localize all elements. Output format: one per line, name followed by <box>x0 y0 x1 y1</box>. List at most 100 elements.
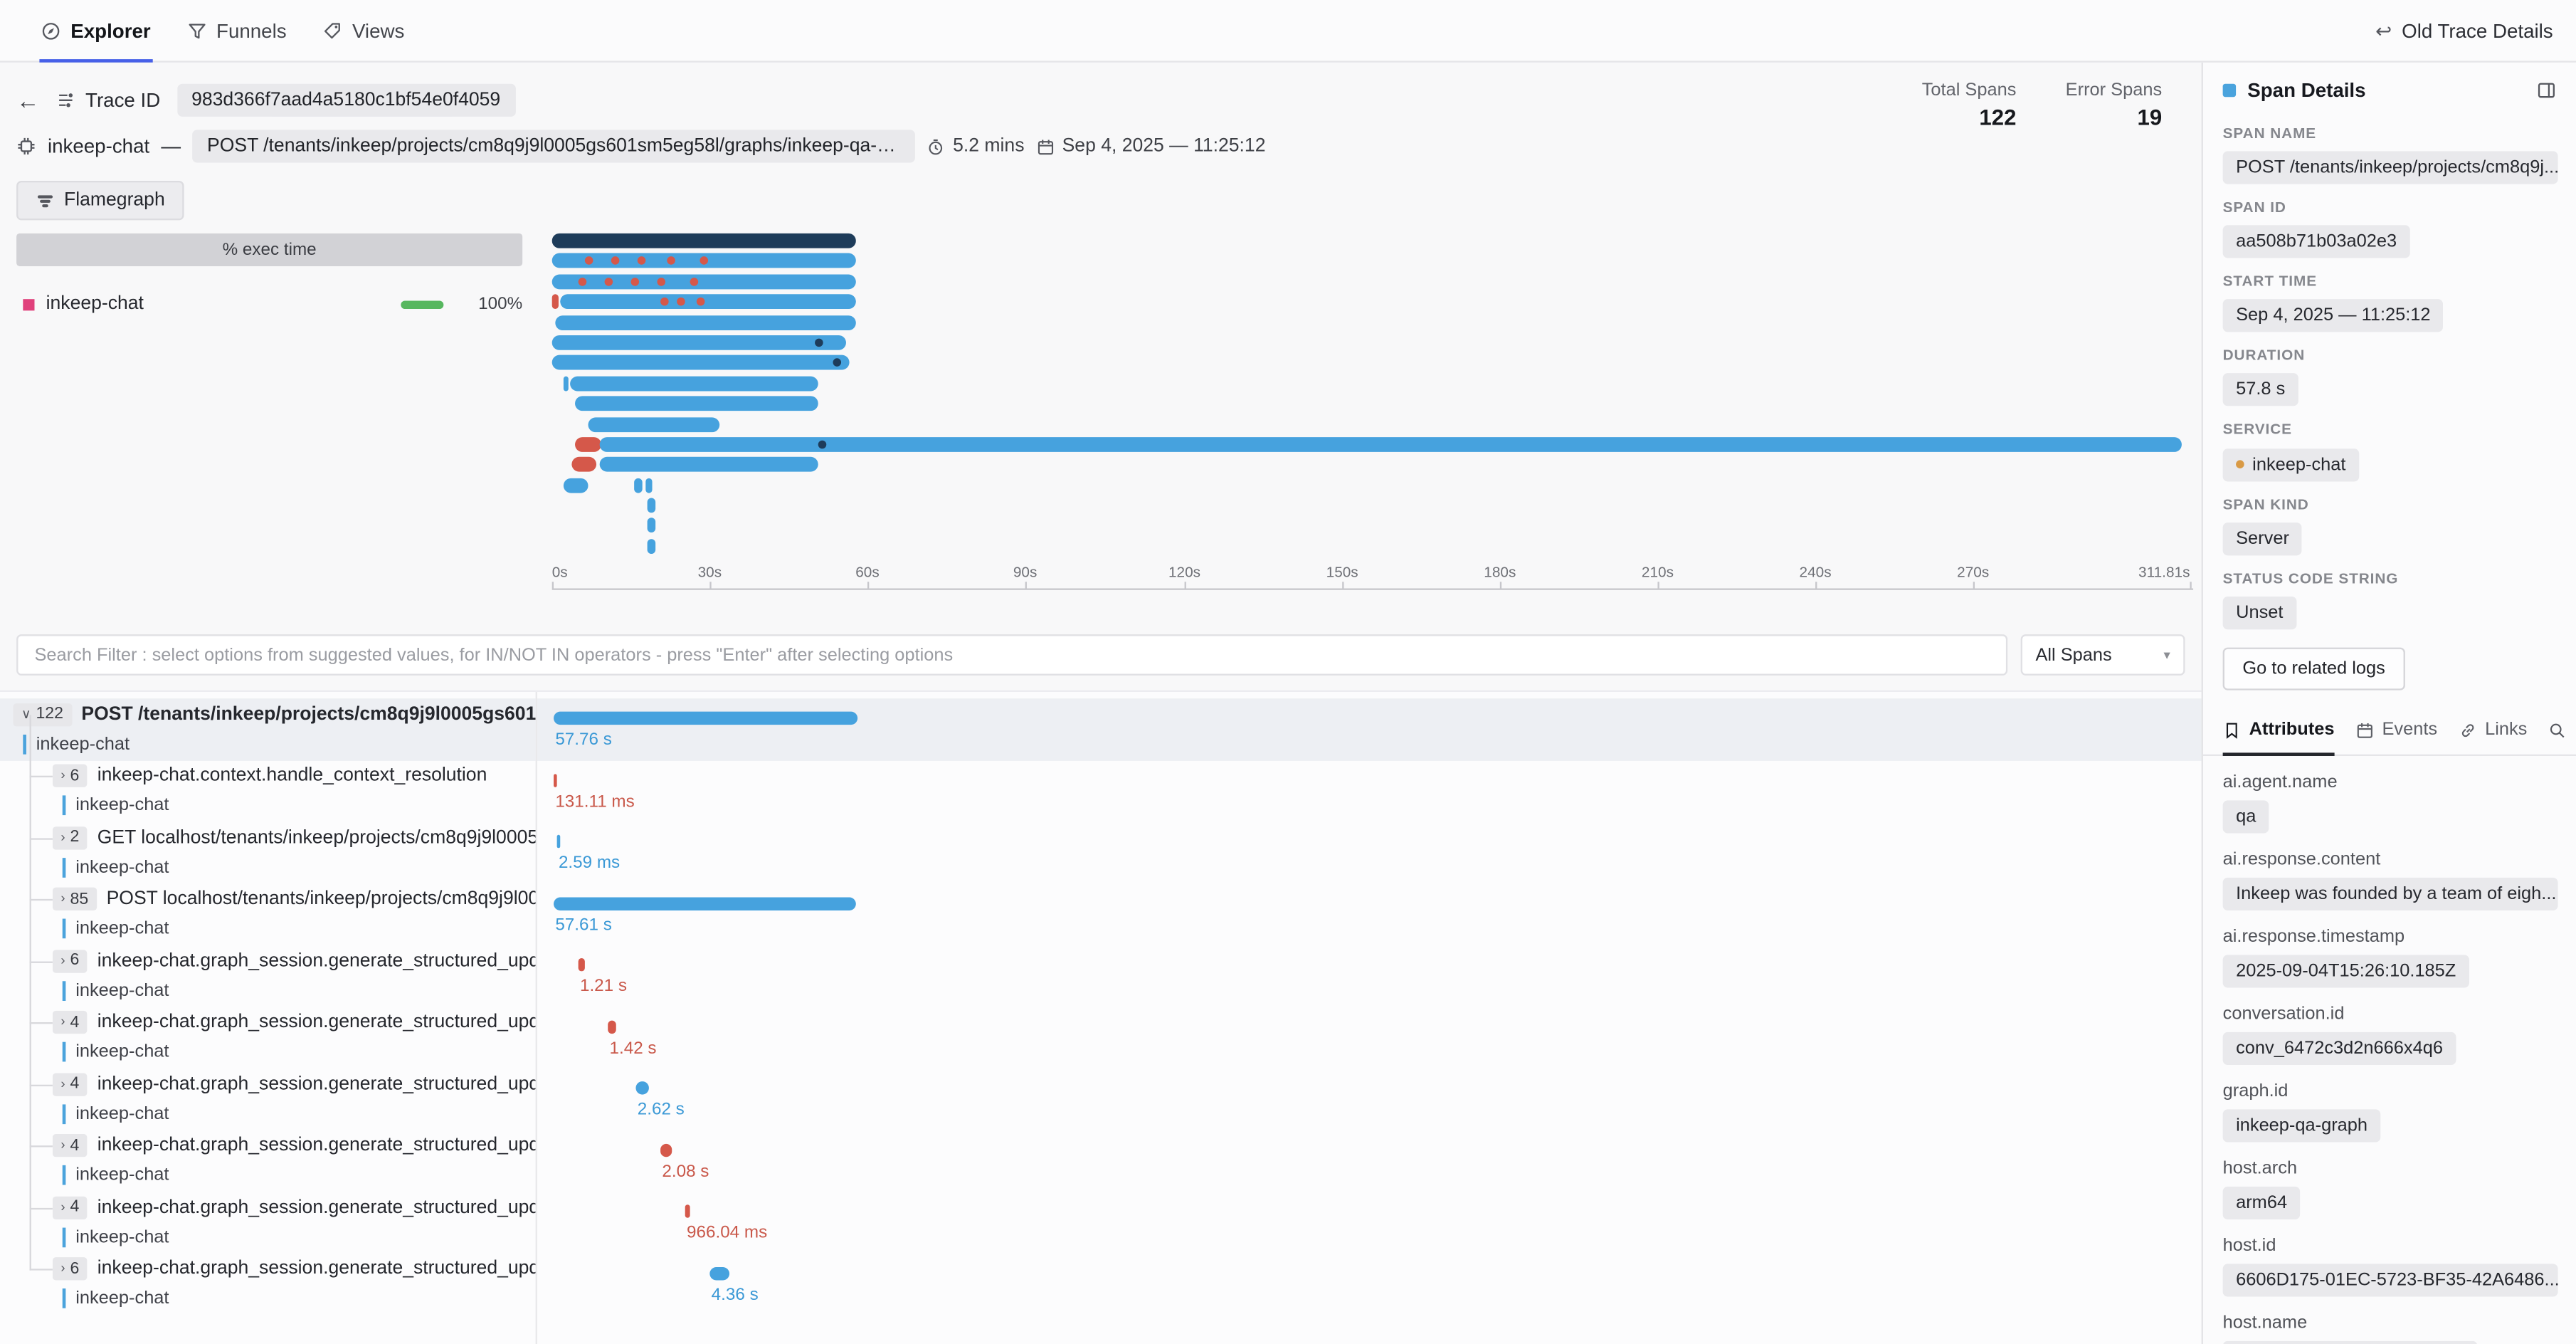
search-filter-input[interactable] <box>16 634 2008 676</box>
flame-event-dot <box>604 277 613 286</box>
go-to-related-logs-button[interactable]: Go to related logs <box>2222 646 2405 690</box>
span-count-badge[interactable]: › 4 <box>52 1010 88 1034</box>
waterfall-row[interactable]: 131.11 ms <box>537 760 2202 822</box>
span-tree-row[interactable]: › 2 GET localhost/tenants/inkeep/projects/… <box>0 776 536 883</box>
attributes-search-button[interactable] <box>2548 720 2566 738</box>
trace-main: ← Trace ID 983d366f7aad4a5180c1bf54e0f40… <box>0 63 2202 1344</box>
collapse-panel-button[interactable] <box>2537 80 2557 100</box>
old-trace-details-link[interactable]: ↩ Old Trace Details <box>2375 19 2553 42</box>
flame-span-bar[interactable] <box>599 457 818 473</box>
tab-funnels[interactable]: Funnels <box>169 0 305 61</box>
waterfall-row[interactable]: 2.59 ms <box>537 821 2202 883</box>
flame-span-bar[interactable] <box>647 518 656 534</box>
span-count: 6 <box>70 951 80 970</box>
span-count: 6 <box>70 1259 80 1278</box>
detail-field: SPAN NAME POST /tenants/inkeep/projects/c… <box>2203 125 2576 184</box>
duration-bar[interactable] <box>635 1081 649 1095</box>
span-tree-row[interactable]: › 4 inkeep-chat.graph_session.generate_str… <box>0 1022 536 1130</box>
duration-bar[interactable] <box>709 1266 730 1280</box>
flame-span-bar[interactable] <box>647 498 656 513</box>
flame-span-bar[interactable] <box>551 294 559 310</box>
flame-span-bar[interactable] <box>571 457 597 473</box>
trace-id-value[interactable]: 983d366f7aad4a5180c1bf54e0f4059 <box>176 83 515 117</box>
span-count-badge[interactable]: › 4 <box>52 1195 88 1219</box>
duration-label: 2.08 s <box>662 1161 709 1181</box>
span-tree-row[interactable]: › 85 POST localhost/tenants/inkeep/project… <box>0 838 536 945</box>
span-tree-row[interactable]: › 6 inkeep-chat.graph_session.generate_str… <box>0 1207 536 1315</box>
attribute-key: host.arch <box>2222 1157 2298 1178</box>
span-tree-row[interactable]: › 4 inkeep-chat.graph_session.generate_str… <box>0 1084 536 1192</box>
waterfall-row[interactable]: 2.08 s <box>537 1130 2202 1192</box>
flame-span-bar[interactable] <box>575 396 818 411</box>
waterfall-row[interactable]: 1.21 s <box>537 945 2202 1007</box>
span-service: inkeep-chat <box>62 856 169 877</box>
flame-span-bar[interactable] <box>563 478 588 493</box>
back-button[interactable]: ← <box>16 87 40 114</box>
waterfall-row[interactable]: 966.04 ms <box>537 1192 2202 1254</box>
span-count-badge[interactable]: › 4 <box>52 1133 88 1157</box>
waterfall-row[interactable]: 4.36 s <box>537 1253 2202 1315</box>
flame-event-dot <box>611 461 620 469</box>
chevron-right-icon: › <box>60 1260 65 1276</box>
span-tree-row[interactable]: › 4 inkeep-chat.graph_session.generate_str… <box>0 1145 536 1254</box>
attribute-value: arm64 <box>2222 1185 2301 1219</box>
tab-views[interactable]: Views <box>305 0 423 61</box>
span-tree-row[interactable]: › 4 inkeep-chat.graph_session.generate_str… <box>0 961 536 1069</box>
waterfall-row[interactable]: 57.61 s <box>537 883 2202 945</box>
waterfall-row[interactable]: 1.42 s <box>537 1007 2202 1069</box>
attribute-key: ai.response.timestamp <box>2222 925 2405 946</box>
span-count-badge[interactable]: › 85 <box>52 887 97 911</box>
span-tree-row[interactable]: › 6 inkeep-chat.graph_session.generate_str… <box>0 899 536 1007</box>
duration-bar[interactable] <box>554 773 557 787</box>
flame-span-bar[interactable] <box>555 315 856 330</box>
chevron-right-icon: › <box>60 1014 65 1029</box>
service-color-swatch <box>23 298 35 310</box>
span-name: inkeep-chat.graph_session.generate_struc… <box>97 950 536 971</box>
flame-span-bar[interactable] <box>551 335 846 350</box>
flame-span-bar[interactable] <box>647 538 656 554</box>
duration-bar[interactable] <box>556 834 560 849</box>
flame-span-bar[interactable] <box>551 233 856 248</box>
span-count-badge[interactable]: ∨ 122 <box>13 702 72 726</box>
span-tree-row[interactable]: ∨ 122 POST /tenants/inkeep/projects/cm8q9j… <box>0 698 536 760</box>
span-count-badge[interactable]: › 6 <box>52 764 88 787</box>
flame-span-bar[interactable] <box>563 376 569 391</box>
waterfall-row[interactable]: 57.76 s <box>537 698 2202 760</box>
duration-bar[interactable] <box>554 896 856 910</box>
span-count-badge[interactable]: › 2 <box>52 826 88 849</box>
tag-icon <box>324 22 341 38</box>
waterfall-row[interactable]: 2.62 s <box>537 1069 2202 1130</box>
flame-span-bar[interactable] <box>645 478 653 493</box>
legend-row[interactable]: inkeep-chat 100% <box>16 294 522 314</box>
chevron-right-icon: › <box>60 952 65 967</box>
axis-tick-label: 240s <box>1799 563 1832 580</box>
duration-bar[interactable] <box>685 1204 690 1218</box>
span-count-badge[interactable]: › 4 <box>52 1072 88 1096</box>
flame-span-bar[interactable] <box>551 355 850 371</box>
tab-explorer[interactable]: Explorer <box>23 0 169 63</box>
flame-span-bar[interactable] <box>575 436 601 452</box>
details-tab-attributes[interactable]: Attributes <box>2222 706 2335 755</box>
details-tab-links[interactable]: Links <box>2459 706 2527 754</box>
duration-bar[interactable] <box>608 1019 616 1033</box>
flame-span-bar[interactable] <box>588 416 720 432</box>
trace-id-group: Trace ID <box>56 89 160 112</box>
flame-span-bar[interactable] <box>560 294 856 310</box>
attribute-value: 6606D175-01EC-5723-BF35-42A6486... <box>2222 1263 2558 1296</box>
span-count-badge[interactable]: › 6 <box>52 949 88 972</box>
flame-span-bar[interactable] <box>634 478 643 493</box>
duration-bar[interactable] <box>554 711 858 725</box>
duration-bar[interactable] <box>578 957 585 972</box>
span-service: inkeep-chat <box>62 1103 169 1123</box>
flame-span-bar[interactable] <box>551 274 856 289</box>
span-tree-row[interactable]: › 6 inkeep-chat.context.handle_context_res… <box>0 714 536 822</box>
root-endpoint[interactable]: POST /tenants/inkeep/projects/cm8q9j9l00… <box>192 130 916 163</box>
flame-span-bar[interactable] <box>599 436 2182 452</box>
flame-span-bar[interactable] <box>570 376 818 391</box>
detail-field-value: Sep 4, 2025 — 11:25:12 <box>2222 299 2444 332</box>
duration-bar[interactable] <box>660 1143 672 1157</box>
details-tab-events[interactable]: Events <box>2356 706 2437 754</box>
flamegraph-tab[interactable]: Flamegraph <box>16 180 185 221</box>
span-count-badge[interactable]: › 6 <box>52 1257 88 1281</box>
span-scope-select[interactable]: All Spans ▾ <box>2020 634 2185 676</box>
